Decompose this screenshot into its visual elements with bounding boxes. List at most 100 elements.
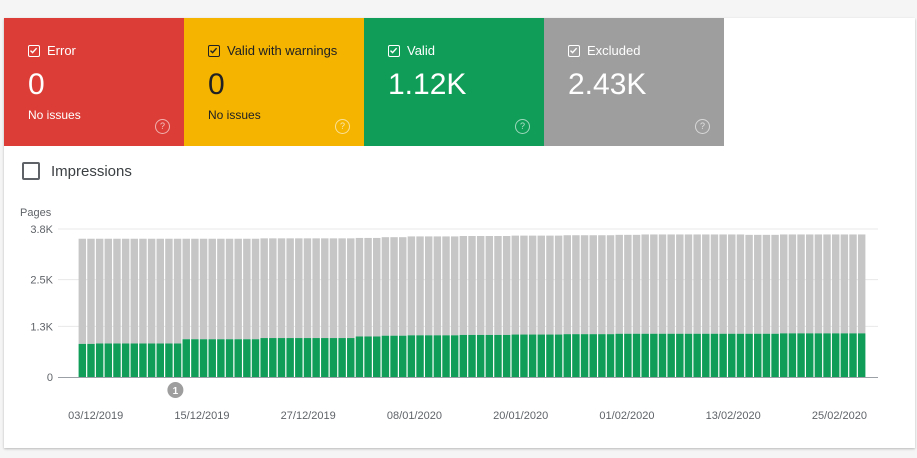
bar-excluded: [355, 237, 364, 337]
bar-excluded: [303, 238, 312, 339]
bar-valid: [728, 333, 736, 377]
tile-valid-with-warnings[interactable]: Valid with warnings 0 No issues ?: [184, 18, 364, 146]
bar-excluded: [104, 238, 113, 344]
bar-excluded: [780, 234, 788, 334]
bar-excluded: [520, 235, 528, 335]
y-tick-label: 1.3K: [30, 321, 53, 333]
bar-excluded: [338, 238, 346, 339]
bar-valid: [95, 343, 104, 377]
bar-excluded: [546, 235, 554, 335]
bar-excluded: [805, 234, 814, 334]
bar-valid: [442, 335, 450, 377]
bar-excluded: [199, 238, 208, 340]
bar-valid: [797, 333, 805, 377]
bar-excluded: [572, 235, 580, 335]
bar-excluded: [632, 234, 641, 334]
bar-excluded: [407, 236, 416, 336]
y-tick-label: 3.8K: [30, 224, 53, 236]
bar-excluded: [502, 236, 511, 335]
bar-valid: [424, 335, 433, 377]
x-tick-label: 15/12/2019: [174, 410, 229, 422]
checkbox-unchecked-icon[interactable]: [22, 162, 40, 180]
x-tick-label: 20/01/2020: [493, 410, 548, 422]
index-coverage-card: Error 0 No issues ? Valid with warnings …: [4, 18, 915, 448]
y-tick-label: 0: [47, 372, 53, 384]
bar-valid: [762, 333, 771, 377]
bar-valid: [598, 334, 606, 377]
bar-excluded: [754, 234, 762, 334]
help-icon[interactable]: ?: [695, 119, 710, 134]
x-tick-label: 03/12/2019: [68, 410, 123, 422]
bar-valid: [269, 338, 277, 377]
bar-excluded: [251, 238, 260, 340]
bar-excluded: [78, 238, 87, 344]
bar-excluded: [442, 236, 450, 336]
bar-excluded: [416, 236, 424, 336]
bar-excluded: [234, 238, 242, 340]
bar-valid: [719, 333, 727, 377]
y-axis-label: Pages: [20, 207, 52, 219]
bar-valid: [208, 339, 216, 377]
tile-excluded[interactable]: Excluded 2.43K ?: [544, 18, 724, 146]
bar-excluded: [563, 235, 571, 335]
bar-excluded: [147, 238, 156, 344]
bar-valid: [563, 334, 571, 377]
coverage-chart: Pages 3.8K 2.5K 1.3K 0 03/12/2019 15/12/2019 27…: [20, 207, 878, 422]
bar-valid: [286, 338, 294, 377]
help-icon[interactable]: ?: [515, 119, 530, 134]
bar-valid: [295, 338, 303, 377]
status-tiles: Error 0 No issues ? Valid with warnings …: [4, 18, 724, 146]
bar-excluded: [277, 238, 286, 339]
bar-excluded: [156, 238, 164, 344]
bar-excluded: [139, 238, 147, 344]
checkbox-checked-icon[interactable]: [208, 44, 220, 57]
bar-excluded: [87, 238, 95, 344]
tile-value: 0: [208, 68, 225, 101]
bar-valid: [130, 343, 139, 377]
bar-valid: [277, 338, 286, 377]
bar-valid: [199, 339, 208, 377]
tile-subtext: No issues: [208, 108, 261, 122]
bar-valid: [580, 334, 589, 377]
bar-excluded: [433, 236, 442, 336]
bar-excluded: [398, 237, 407, 336]
bar-valid: [381, 335, 390, 377]
bar-excluded: [745, 234, 753, 334]
bar-valid: [468, 334, 476, 377]
tile-label: Valid with warnings: [227, 43, 338, 58]
bar-excluded: [589, 235, 597, 335]
checkbox-checked-icon[interactable]: [388, 44, 400, 57]
bar-excluded: [182, 238, 190, 340]
bar-excluded: [225, 238, 234, 340]
tile-valid[interactable]: Valid 1.12K ?: [364, 18, 544, 146]
impressions-toggle[interactable]: Impressions: [22, 162, 132, 180]
x-tick-label: 01/02/2020: [599, 410, 654, 422]
bar-valid: [312, 338, 320, 377]
bar-excluded: [658, 234, 667, 334]
bar-excluded: [295, 238, 303, 339]
bar-excluded: [719, 234, 727, 334]
bar-valid: [736, 333, 745, 377]
x-tick-label: 13/02/2020: [706, 410, 761, 422]
bar-excluded: [390, 237, 398, 336]
bar-valid: [373, 336, 381, 377]
bar-excluded: [269, 238, 277, 339]
bar-valid: [754, 333, 762, 377]
tile-error[interactable]: Error 0 No issues ?: [4, 18, 184, 146]
help-icon[interactable]: ?: [155, 119, 170, 134]
bar-excluded: [381, 237, 390, 336]
bar-valid: [658, 333, 667, 377]
bar-valid: [641, 333, 649, 377]
checkbox-checked-icon[interactable]: [28, 44, 40, 57]
bar-valid: [156, 343, 164, 377]
help-icon[interactable]: ?: [335, 119, 350, 134]
bar-valid: [520, 334, 528, 377]
x-tick-label: 08/01/2020: [387, 410, 442, 422]
checkbox-checked-icon[interactable]: [568, 44, 580, 57]
bar-valid: [165, 343, 173, 377]
bar-valid: [693, 333, 701, 377]
bar-valid: [260, 338, 268, 377]
bar-excluded: [615, 234, 623, 334]
bar-valid: [182, 339, 190, 377]
bar-valid: [615, 333, 623, 377]
